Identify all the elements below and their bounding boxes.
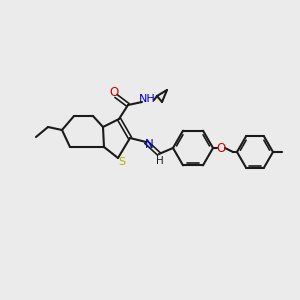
Text: O: O — [216, 142, 226, 154]
Text: O: O — [110, 86, 118, 100]
Text: NH: NH — [139, 94, 155, 104]
Text: N: N — [145, 139, 153, 152]
Text: H: H — [156, 156, 164, 166]
Text: S: S — [118, 157, 126, 167]
